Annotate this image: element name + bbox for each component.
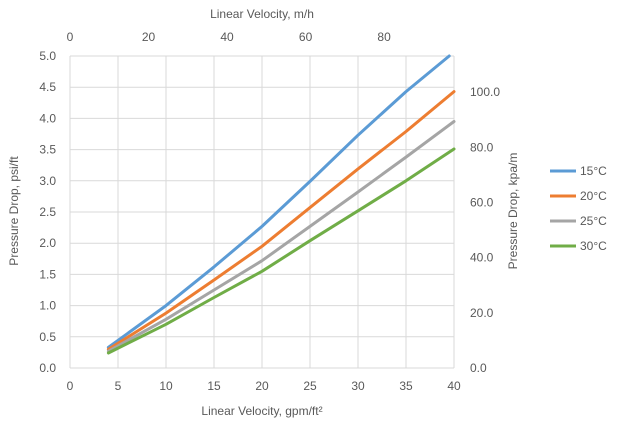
legend-label: 30°C <box>580 239 607 253</box>
x-tick-label: 35 <box>399 379 413 393</box>
y-tick-label: 2.0 <box>39 236 56 250</box>
x-tick-label: 15 <box>207 379 221 393</box>
series-lines <box>106 54 456 355</box>
x-tick-label: 30 <box>351 379 365 393</box>
right-tick-label: 100.0 <box>470 85 500 99</box>
top-tick-label: 60 <box>299 30 313 44</box>
grid <box>69 55 455 369</box>
right-tick-label: 40.0 <box>470 251 494 265</box>
x-tick-label: 0 <box>67 379 74 393</box>
y-tick-label: 1.0 <box>39 299 56 313</box>
x-tick-label: 25 <box>303 379 317 393</box>
legend-label: 25°C <box>580 214 607 228</box>
y-tick-label: 1.5 <box>39 267 56 281</box>
x-tick-label: 40 <box>447 379 461 393</box>
tick-labels: 0 5 10 15 20 25 30 35 40 0.0 0.5 1.0 1.5 2.0 2.5 3.0 3.5… <box>39 30 500 393</box>
x-axis-title: Linear Velocity, gpm/ft² <box>201 404 322 418</box>
y-tick-label: 0.5 <box>39 330 56 344</box>
top-tick-label: 80 <box>377 30 391 44</box>
legend-label: 15°C <box>580 164 607 178</box>
x-tick-label: 10 <box>159 379 173 393</box>
series-line <box>106 147 456 355</box>
y-tick-label: 3.0 <box>39 174 56 188</box>
right-tick-label: 80.0 <box>470 140 494 154</box>
series-line <box>106 54 451 349</box>
right-axis-title: Pressure Drop, kpa/m <box>506 153 520 270</box>
y-tick-label: 2.5 <box>39 205 56 219</box>
legend: 15°C 20°C 25°C 30°C <box>550 164 607 253</box>
top-tick-label: 0 <box>67 30 74 44</box>
x-tick-label: 20 <box>255 379 269 393</box>
y-tick-label: 0.0 <box>39 361 56 375</box>
right-tick-label: 0.0 <box>470 361 487 375</box>
y-tick-label: 4.5 <box>39 80 56 94</box>
right-tick-label: 60.0 <box>470 195 494 209</box>
y-tick-label: 4.0 <box>39 111 56 125</box>
y-tick-label: 5.0 <box>39 49 56 63</box>
legend-label: 20°C <box>580 189 607 203</box>
top-tick-label: 40 <box>220 30 234 44</box>
series-line <box>106 90 456 351</box>
y-axis-title: Pressure Drop, psi/ft <box>7 156 21 266</box>
series-line <box>106 120 456 353</box>
top-axis-title: Linear Velocity, m/h <box>210 7 314 21</box>
right-tick-label: 20.0 <box>470 306 494 320</box>
top-tick-label: 20 <box>142 30 156 44</box>
y-tick-label: 3.5 <box>39 143 56 157</box>
x-tick-label: 5 <box>115 379 122 393</box>
